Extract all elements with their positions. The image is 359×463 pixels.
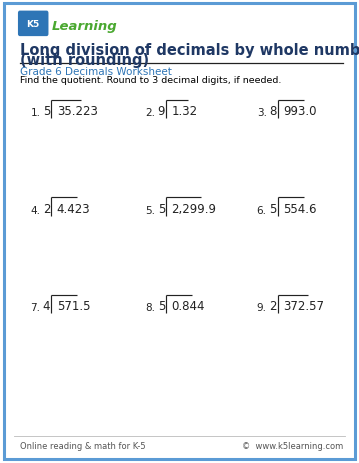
Text: Find the quotient. Round to 3 decimal digits, if needed.: Find the quotient. Round to 3 decimal di… [20,76,281,85]
Text: 993.0: 993.0 [283,105,316,118]
Text: 8: 8 [269,105,276,118]
Text: 2: 2 [269,300,276,313]
Text: Learning: Learning [52,20,118,33]
Text: Long division of decimals by whole numbers: Long division of decimals by whole numbe… [20,43,359,57]
Text: 5.: 5. [145,205,155,215]
Text: ©  www.k5learning.com: © www.k5learning.com [242,441,343,450]
Text: 8.: 8. [145,302,155,313]
Text: 35.223: 35.223 [57,105,98,118]
Text: 571.5: 571.5 [57,300,90,313]
Text: 2.: 2. [145,108,155,118]
Text: 3.: 3. [257,108,267,118]
FancyBboxPatch shape [18,12,48,37]
Text: 4: 4 [43,300,50,313]
Text: 7.: 7. [31,302,41,313]
Text: 4.423: 4.423 [57,202,90,215]
Text: 5: 5 [43,105,50,118]
Text: 9: 9 [158,105,165,118]
Text: 2,299.9: 2,299.9 [172,202,216,215]
Text: K5: K5 [27,19,39,29]
Text: (with rounding): (with rounding) [20,53,149,68]
Text: 1.: 1. [31,108,41,118]
Text: Online reading & math for K-5: Online reading & math for K-5 [20,441,145,450]
Text: 5: 5 [269,202,276,215]
Text: 5: 5 [158,300,165,313]
Text: 1.32: 1.32 [172,105,198,118]
Text: 554.6: 554.6 [283,202,316,215]
Text: 372.57: 372.57 [283,300,324,313]
Text: 5: 5 [158,202,165,215]
Text: Grade 6 Decimals Worksheet: Grade 6 Decimals Worksheet [20,67,172,77]
Text: 2: 2 [43,202,50,215]
Text: 0.844: 0.844 [172,300,205,313]
Text: 6.: 6. [257,205,267,215]
Text: 4.: 4. [31,205,41,215]
Text: 9.: 9. [257,302,267,313]
